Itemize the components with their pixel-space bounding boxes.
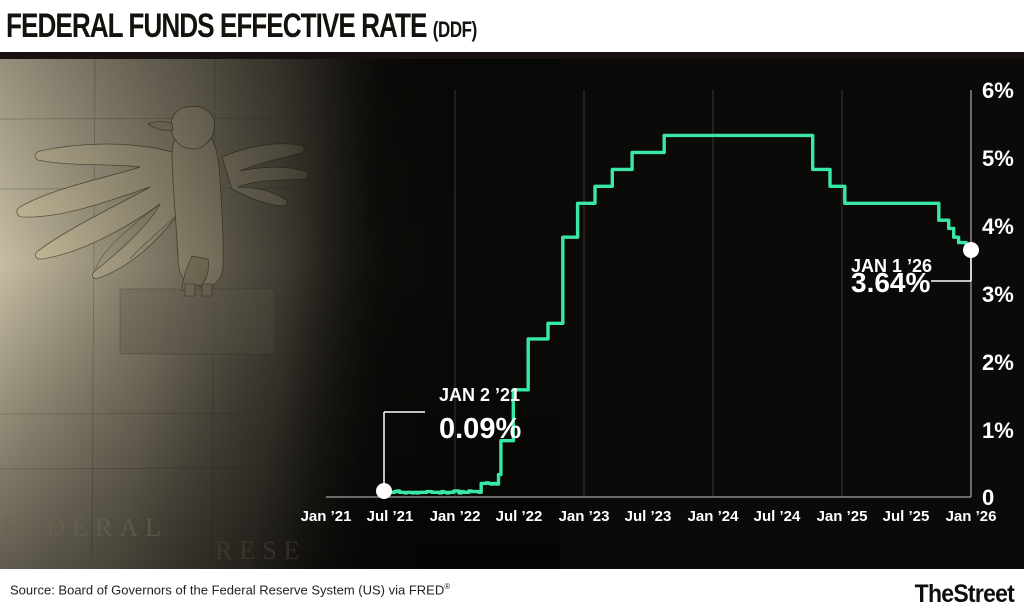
svg-text:Jan ’24: Jan ’24 <box>688 508 740 525</box>
svg-text:6%: 6% <box>982 78 1014 103</box>
svg-text:Jul ’22: Jul ’22 <box>496 508 543 525</box>
svg-text:5%: 5% <box>982 146 1014 171</box>
svg-text:Jul ’23: Jul ’23 <box>625 508 672 525</box>
svg-text:JAN 2 ’21: JAN 2 ’21 <box>439 385 520 405</box>
svg-text:Jan ’22: Jan ’22 <box>430 508 481 525</box>
svg-text:2%: 2% <box>982 350 1014 375</box>
svg-text:Jul ’24: Jul ’24 <box>754 508 801 525</box>
svg-text:4%: 4% <box>982 214 1014 239</box>
svg-text:Jan ’21: Jan ’21 <box>301 508 352 525</box>
svg-text:Jan ’26: Jan ’26 <box>946 508 997 525</box>
svg-text:0.09%: 0.09% <box>439 413 521 445</box>
svg-text:Jul ’25: Jul ’25 <box>883 508 930 525</box>
svg-text:Jan ’25: Jan ’25 <box>817 508 868 525</box>
svg-text:3.64%: 3.64% <box>851 267 930 298</box>
svg-text:1%: 1% <box>982 418 1014 443</box>
svg-text:Jul ’21: Jul ’21 <box>367 508 414 525</box>
svg-text:0: 0 <box>982 485 994 510</box>
svg-text:Jan ’23: Jan ’23 <box>559 508 610 525</box>
svg-text:3%: 3% <box>982 282 1014 307</box>
